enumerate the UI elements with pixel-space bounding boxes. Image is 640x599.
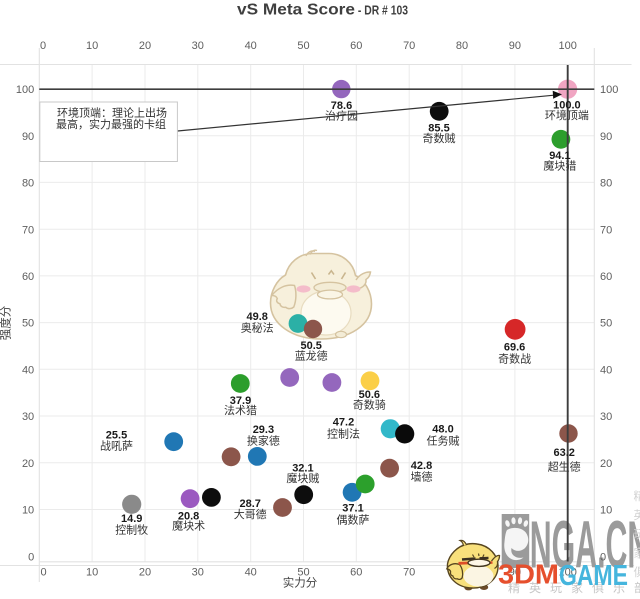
svg-text:90: 90 bbox=[600, 131, 612, 143]
svg-text:20: 20 bbox=[139, 566, 151, 578]
svg-text:60: 60 bbox=[350, 40, 362, 52]
svg-text:偶数萨: 偶数萨 bbox=[337, 513, 370, 526]
svg-text:100: 100 bbox=[559, 40, 577, 52]
svg-text:0: 0 bbox=[28, 551, 34, 563]
svg-text:魔块猎: 魔块猎 bbox=[543, 158, 576, 172]
svg-text:70: 70 bbox=[600, 224, 612, 236]
svg-text:40: 40 bbox=[22, 364, 34, 376]
svg-text:30: 30 bbox=[600, 411, 612, 423]
svg-text:69.6: 69.6 bbox=[504, 342, 525, 354]
svg-text:换家德: 换家德 bbox=[247, 434, 280, 448]
svg-text:GAME: GAME bbox=[559, 560, 628, 592]
svg-text:10: 10 bbox=[22, 505, 34, 517]
svg-text:80: 80 bbox=[456, 40, 468, 52]
svg-text:70: 70 bbox=[403, 40, 415, 52]
svg-text:家: 家 bbox=[634, 546, 640, 560]
svg-text:80: 80 bbox=[600, 178, 612, 190]
svg-text:20: 20 bbox=[600, 458, 612, 470]
svg-text:战吼萨: 战吼萨 bbox=[100, 440, 133, 453]
svg-text:50: 50 bbox=[600, 318, 612, 330]
svg-text:30: 30 bbox=[192, 566, 204, 578]
svg-text:30: 30 bbox=[22, 411, 34, 423]
svg-text:精: 精 bbox=[634, 490, 640, 503]
svg-text:法术猎: 法术猎 bbox=[224, 403, 257, 417]
svg-text:奇数骑: 奇数骑 bbox=[353, 398, 386, 411]
svg-text:48.0: 48.0 bbox=[432, 424, 453, 436]
svg-text:大哥德: 大哥德 bbox=[234, 507, 267, 521]
svg-text:奥秘法: 奥秘法 bbox=[241, 320, 274, 334]
svg-text:vS Meta Score - DR # 103: vS Meta Score - DR # 103 bbox=[237, 1, 408, 18]
svg-text:魔块贼: 魔块贼 bbox=[286, 471, 319, 485]
svg-text:10: 10 bbox=[86, 566, 98, 578]
svg-text:90: 90 bbox=[509, 40, 521, 52]
svg-text:控制法: 控制法 bbox=[327, 427, 360, 441]
svg-text:奇数战: 奇数战 bbox=[498, 352, 531, 365]
svg-text:英: 英 bbox=[634, 508, 640, 522]
svg-text:40: 40 bbox=[600, 364, 612, 376]
svg-text:60: 60 bbox=[350, 566, 362, 578]
svg-text:63.2: 63.2 bbox=[553, 447, 574, 459]
svg-text:强度分: 强度分 bbox=[0, 305, 13, 340]
svg-text:50: 50 bbox=[297, 40, 309, 52]
svg-text:29.3: 29.3 bbox=[253, 424, 274, 436]
svg-text:20: 20 bbox=[139, 40, 151, 52]
svg-text:玩: 玩 bbox=[634, 529, 640, 541]
svg-text:墙德: 墙德 bbox=[411, 469, 433, 483]
svg-text:25.5: 25.5 bbox=[106, 429, 127, 441]
svg-text:最高，实力最强的卡组: 最高，实力最强的卡组 bbox=[56, 117, 166, 131]
svg-text:70: 70 bbox=[403, 566, 415, 578]
svg-text:3DM: 3DM bbox=[498, 559, 559, 590]
svg-text:70: 70 bbox=[22, 224, 34, 236]
svg-text:80: 80 bbox=[22, 178, 34, 190]
svg-text:0: 0 bbox=[41, 566, 47, 578]
svg-text:0: 0 bbox=[40, 40, 46, 52]
svg-text:37.1: 37.1 bbox=[342, 502, 363, 514]
svg-text:40: 40 bbox=[245, 40, 257, 52]
svg-text:47.2: 47.2 bbox=[333, 417, 354, 429]
svg-text:50: 50 bbox=[22, 318, 34, 330]
svg-text:90: 90 bbox=[22, 131, 34, 143]
svg-text:60: 60 bbox=[22, 271, 34, 283]
svg-text:42.8: 42.8 bbox=[411, 460, 432, 472]
svg-text:环境顶端：理论上出场: 环境顶端：理论上出场 bbox=[57, 106, 167, 120]
svg-text:100: 100 bbox=[16, 84, 34, 96]
svg-text:环境顶端: 环境顶端 bbox=[545, 108, 589, 122]
svg-text:10: 10 bbox=[600, 505, 612, 517]
svg-text:超生德: 超生德 bbox=[548, 460, 581, 474]
svg-text:魔块术: 魔块术 bbox=[172, 519, 205, 533]
svg-text:蓝龙德: 蓝龙德 bbox=[295, 348, 328, 362]
svg-text:10: 10 bbox=[86, 40, 98, 52]
svg-text:30: 30 bbox=[192, 40, 204, 52]
svg-text:治疗园: 治疗园 bbox=[325, 109, 358, 123]
svg-text:俱: 俱 bbox=[634, 565, 640, 579]
svg-text:60: 60 bbox=[600, 271, 612, 283]
svg-text:奇数贼: 奇数贼 bbox=[423, 131, 456, 145]
svg-text:控制牧: 控制牧 bbox=[115, 522, 148, 536]
svg-text:任务贼: 任务贼 bbox=[427, 434, 460, 448]
svg-text:49.8: 49.8 bbox=[246, 311, 267, 323]
svg-text:100: 100 bbox=[600, 84, 618, 96]
svg-text:部: 部 bbox=[634, 580, 640, 594]
svg-text:实力分: 实力分 bbox=[283, 576, 318, 590]
svg-text:20: 20 bbox=[22, 458, 34, 470]
svg-text:40: 40 bbox=[245, 566, 257, 578]
svg-text:14.9: 14.9 bbox=[121, 513, 142, 525]
